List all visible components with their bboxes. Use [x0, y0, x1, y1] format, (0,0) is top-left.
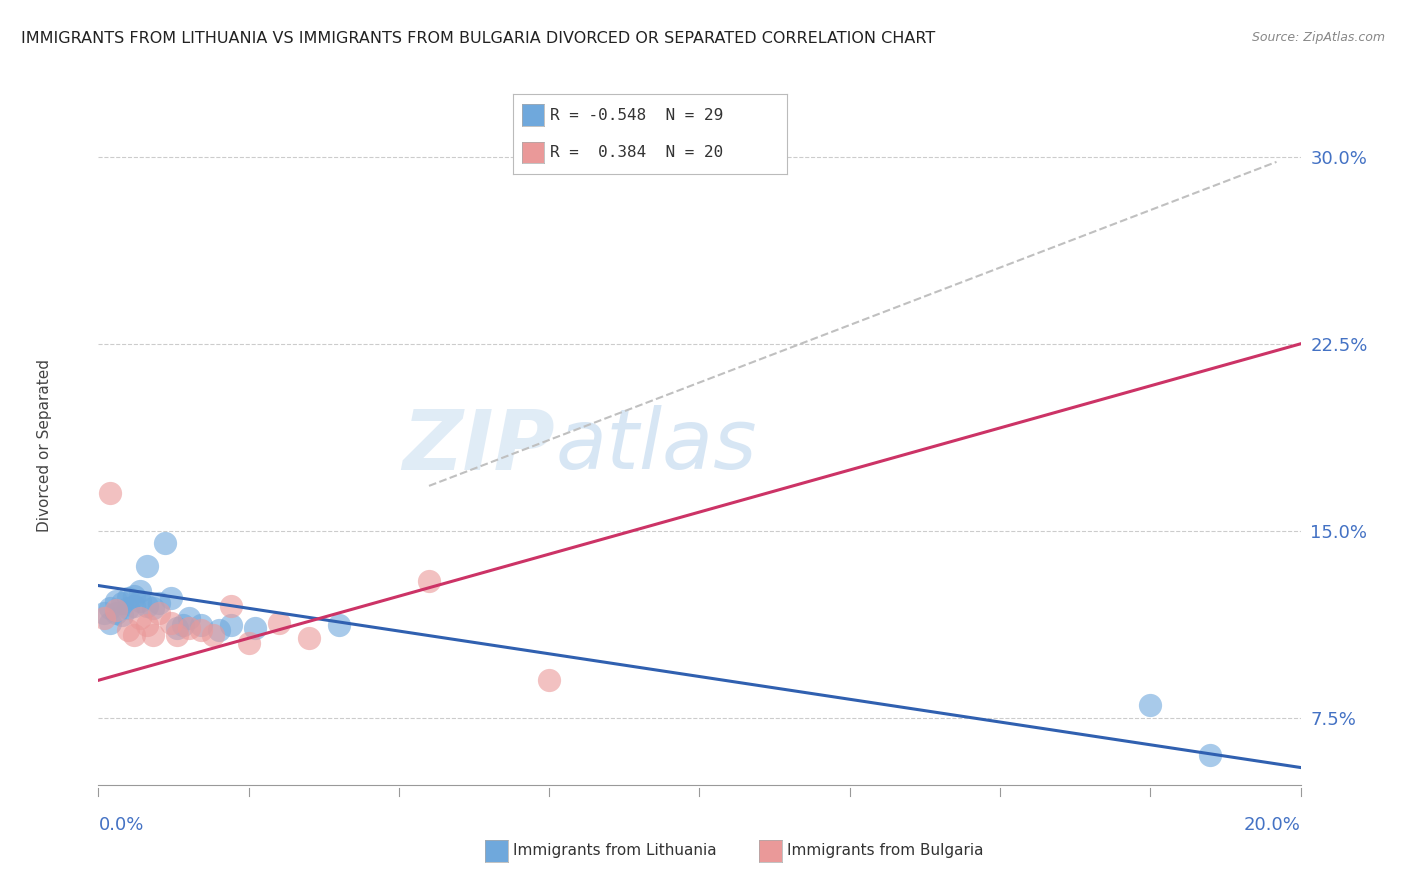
Text: atlas: atlas: [555, 406, 756, 486]
Point: [190, 618, 212, 632]
Text: Immigrants from Bulgaria: Immigrants from Bulgaria: [787, 844, 984, 858]
Point: [208, 624, 231, 638]
Point: [117, 601, 139, 615]
Point: [135, 618, 157, 632]
Point: [190, 624, 212, 638]
Point: [141, 628, 163, 642]
Text: Source: ZipAtlas.com: Source: ZipAtlas.com: [1251, 31, 1385, 45]
Text: Divorced or Separated: Divorced or Separated: [37, 359, 52, 533]
Point: [219, 599, 242, 613]
Text: 20.0%: 20.0%: [1244, 816, 1301, 834]
Text: 0.0%: 0.0%: [98, 816, 143, 834]
Text: ZIP: ZIP: [402, 406, 555, 486]
Point: [105, 606, 128, 620]
Text: R = -0.548  N = 29: R = -0.548 N = 29: [550, 108, 723, 122]
Text: R =  0.384  N = 20: R = 0.384 N = 20: [550, 145, 723, 160]
Point: [243, 621, 266, 635]
Point: [129, 593, 152, 607]
Point: [177, 611, 200, 625]
Point: [166, 628, 188, 642]
Point: [538, 673, 561, 688]
Point: [135, 599, 157, 613]
Point: [124, 628, 146, 642]
Point: [238, 636, 260, 650]
Point: [129, 583, 152, 598]
Point: [124, 589, 146, 603]
Text: IMMIGRANTS FROM LITHUANIA VS IMMIGRANTS FROM BULGARIA DIVORCED OR SEPARATED CORR: IMMIGRANTS FROM LITHUANIA VS IMMIGRANTS …: [21, 31, 935, 46]
Point: [117, 591, 139, 605]
Point: [100, 486, 122, 500]
Point: [159, 591, 181, 605]
Point: [328, 618, 350, 632]
Point: [219, 618, 242, 632]
Point: [418, 574, 440, 588]
Point: [105, 603, 128, 617]
Point: [100, 601, 122, 615]
Point: [148, 596, 170, 610]
Point: [135, 558, 157, 573]
Point: [201, 628, 224, 642]
Point: [153, 536, 176, 550]
Point: [111, 608, 134, 623]
Point: [1139, 698, 1161, 713]
Point: [159, 615, 181, 630]
Point: [105, 593, 128, 607]
Point: [298, 631, 321, 645]
Point: [267, 615, 290, 630]
Point: [177, 621, 200, 635]
Point: [117, 624, 139, 638]
Point: [111, 596, 134, 610]
Point: [166, 621, 188, 635]
Point: [93, 611, 115, 625]
Point: [172, 618, 194, 632]
Point: [1199, 747, 1222, 762]
Point: [129, 611, 152, 625]
Point: [93, 606, 115, 620]
Point: [124, 599, 146, 613]
Point: [148, 606, 170, 620]
Text: Immigrants from Lithuania: Immigrants from Lithuania: [513, 844, 717, 858]
Point: [141, 601, 163, 615]
Point: [100, 615, 122, 630]
